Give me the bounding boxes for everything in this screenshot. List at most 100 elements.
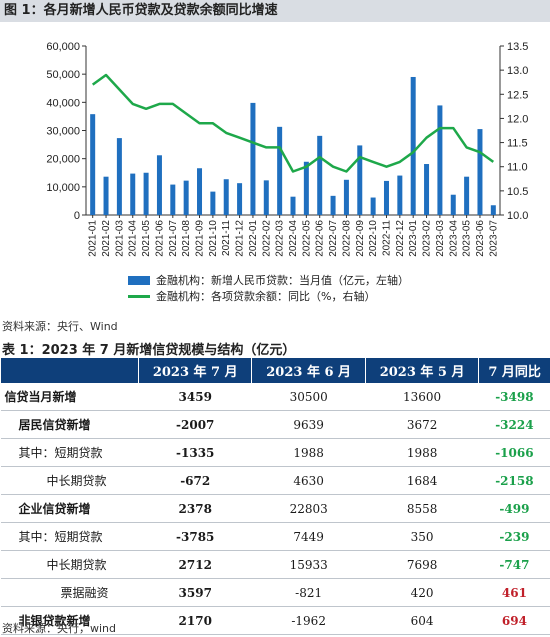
- row-cell-2: 4630: [251, 466, 366, 495]
- row-cell-3: 1988: [365, 438, 479, 467]
- x-tick-label: 2022-02: [261, 220, 272, 257]
- row-cell-4: -3224: [478, 410, 550, 439]
- x-tick-label: 2022-11: [381, 220, 392, 256]
- row-cell-1: -3785: [138, 522, 252, 551]
- row-cell-3: 3672: [365, 410, 479, 439]
- chart-legend: 金融机构：新增人民币贷款：当月值（亿元，左轴） 金融机构：各项贷款余额：同比（%…: [128, 272, 409, 304]
- x-tick-label: 2021-06: [154, 220, 165, 257]
- row-label: 中长期贷款: [0, 550, 139, 579]
- table-source: 资料来源：央行，wind: [2, 622, 117, 635]
- table-row: 其中：短期贷款 -1335 1988 1988 -1066: [0, 438, 550, 467]
- bar-2022-12: [397, 175, 403, 215]
- bar-2021-06: [156, 155, 162, 215]
- row-label: 非银贷款新增: [0, 606, 139, 635]
- bar-2021-07: [170, 184, 176, 215]
- x-tick-label: 2023-02: [422, 220, 433, 257]
- credit-table: 2023 年 7 月 2023 年 6 月 2023 年 5 月 7 月同比 信…: [0, 358, 550, 635]
- header-col-2: 2023 年 6 月: [251, 358, 366, 383]
- header-col-3: 2023 年 5 月: [364, 358, 479, 383]
- table-row: 非银贷款新增 2170 -1962 604 694: [0, 606, 550, 635]
- row-cell-1: 2712: [138, 550, 252, 579]
- row-cell-1: 2378: [138, 494, 252, 523]
- loan-chart: 0 10,000 20,000 30,000 40,000 50,000 60,000 10.…: [46, 41, 528, 257]
- row-cell-2: 9639: [251, 410, 366, 439]
- bar-2023-06: [477, 129, 483, 215]
- right-tick-label: 10.0: [507, 210, 528, 222]
- row-cell-4: -747: [478, 550, 550, 579]
- x-tick-label: 2021-07: [168, 220, 179, 257]
- x-tick-label: 2023-04: [448, 220, 459, 257]
- row-cell-2: 22803: [251, 494, 366, 523]
- x-tick-label: 2022-04: [288, 220, 299, 257]
- row-cell-4: -1066: [478, 438, 550, 467]
- x-tick-label: 2022-03: [275, 220, 286, 257]
- row-cell-3: 7698: [365, 550, 479, 579]
- x-tick-label: 2021-01: [88, 220, 99, 257]
- table-row: 其中：短期贷款 -3785 7449 350 -239: [0, 522, 550, 551]
- x-tick-label: 2021-08: [181, 220, 192, 257]
- bar-2021-05: [143, 172, 149, 215]
- left-tick-label: 30,000: [46, 126, 80, 138]
- row-cell-2: 15933: [251, 550, 366, 579]
- bar-2022-09: [357, 145, 363, 215]
- bar-2023-03: [437, 105, 443, 215]
- row-cell-3: 604: [365, 606, 479, 635]
- row-cell-3: 350: [365, 522, 479, 551]
- table-row: 居民信贷新增 -2007 9639 3672 -3224: [0, 410, 550, 439]
- row-label: 票据融资: [0, 578, 139, 607]
- legend-item-line: 金融机构：各项贷款余额：同比（%，右轴）: [128, 288, 409, 304]
- header-col-1: 2023 年 7 月: [137, 358, 252, 383]
- bar-2021-04: [130, 173, 136, 215]
- bar-2022-04: [290, 196, 296, 215]
- bar-2021-12: [237, 183, 243, 215]
- x-tick-label: 2022-09: [355, 220, 366, 257]
- table-row: 票据融资 3597 -821 420 461: [0, 578, 550, 607]
- x-tick-label: 2021-03: [114, 220, 125, 257]
- right-tick-label: 11.0: [507, 162, 528, 174]
- bar-2022-10: [370, 197, 376, 215]
- bar-2023-04: [450, 194, 456, 215]
- bar-2021-09: [197, 168, 203, 215]
- bar-2022-06: [317, 135, 323, 215]
- left-tick-label: 60,000: [46, 41, 80, 53]
- row-label: 企业信贷新增: [0, 494, 139, 523]
- x-tick-label: 2022-10: [368, 220, 379, 257]
- row-cell-1: -1335: [138, 438, 252, 467]
- legend-bar-label: 金融机构：新增人民币贷款：当月值（亿元，左轴）: [156, 274, 409, 287]
- row-label: 中长期贷款: [0, 466, 139, 495]
- x-tick-label: 2023-03: [435, 220, 446, 257]
- row-cell-3: 8558: [365, 494, 479, 523]
- row-cell-3: 13600: [365, 383, 479, 411]
- x-tick-label: 2023-05: [462, 220, 473, 257]
- row-cell-2: 1988: [251, 438, 366, 467]
- table-row: 企业信贷新增 2378 22803 8558 -499: [0, 494, 550, 523]
- row-cell-2: -821: [251, 578, 366, 607]
- x-tick-label: 2023-01: [408, 220, 419, 257]
- bar-2021-08: [183, 180, 189, 215]
- yoy-line: [91, 73, 495, 173]
- row-label: 其中：短期贷款: [0, 522, 139, 551]
- row-cell-1: -672: [138, 466, 252, 495]
- bar-2022-05: [303, 161, 309, 215]
- row-cell-2: 30500: [251, 383, 366, 411]
- row-cell-4: -3498: [478, 383, 550, 411]
- table-title: 表 1：2023 年 7 月新增信贷规模与结构（亿元）: [2, 343, 296, 358]
- x-tick-label: 2021-09: [195, 220, 206, 257]
- legend-bar-swatch: [128, 275, 150, 285]
- row-cell-1: 3459: [138, 383, 252, 411]
- row-cell-3: 420: [365, 578, 479, 607]
- header-col-4: 7 月同比: [478, 358, 550, 383]
- row-cell-1: 3597: [138, 578, 252, 607]
- row-label: 居民信贷新增: [0, 410, 139, 439]
- x-tick-label: 2022-08: [341, 220, 352, 257]
- bar-2021-11: [223, 179, 229, 215]
- row-cell-2: 7449: [251, 522, 366, 551]
- right-tick-label: 13.5: [507, 41, 528, 53]
- x-tick-label: 2022-05: [301, 220, 312, 257]
- x-tick-label: 2021-05: [141, 220, 152, 257]
- header-blank: [0, 358, 139, 383]
- left-tick-label: 40,000: [46, 97, 80, 109]
- right-tick-label: 12.0: [507, 113, 528, 125]
- bar-2023-02: [424, 164, 430, 215]
- x-tick-label: 2021-02: [101, 220, 112, 257]
